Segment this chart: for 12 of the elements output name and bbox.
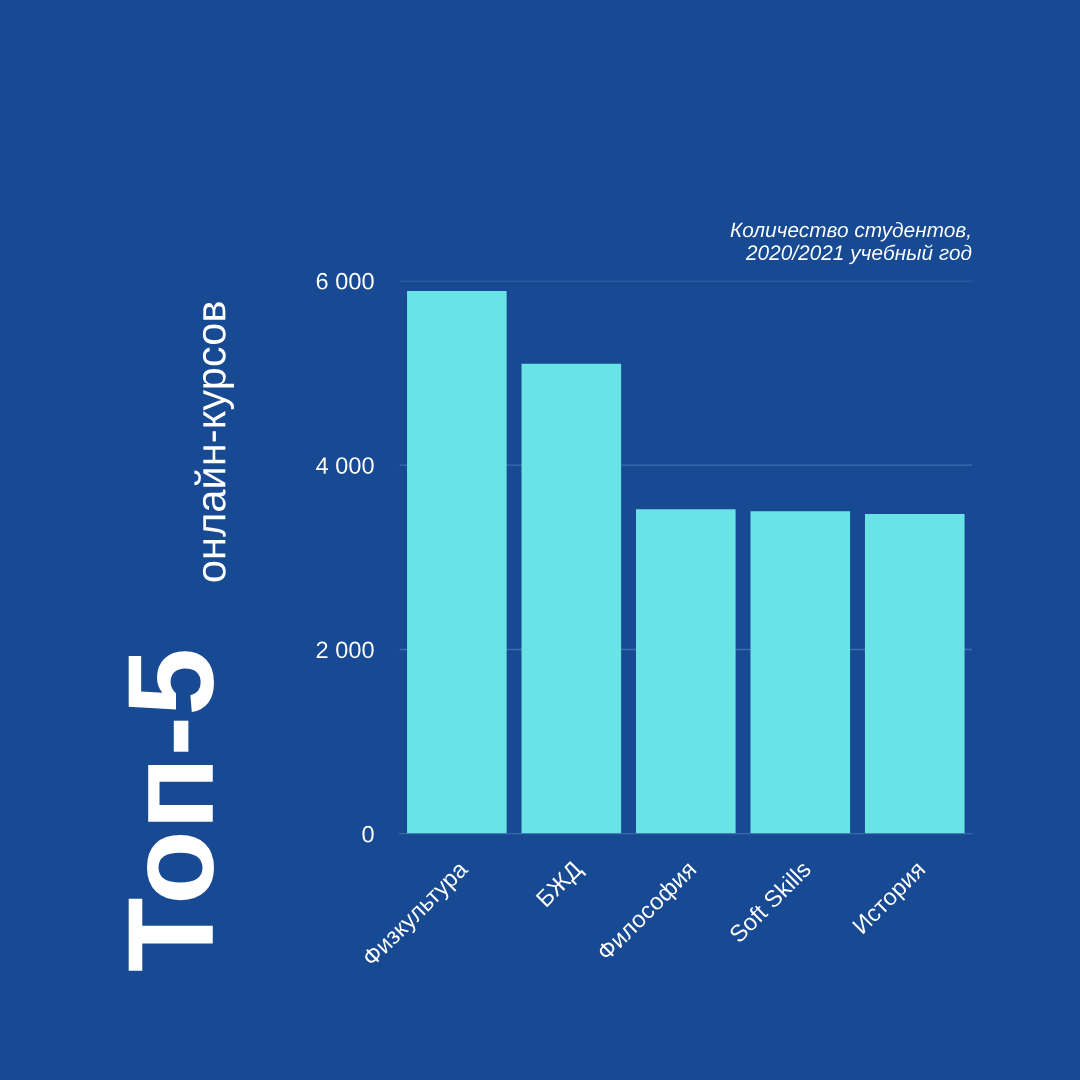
y-tick-label: 6 000 (316, 272, 374, 290)
bar (864, 513, 965, 834)
y-tick-label: 4 000 (316, 457, 374, 474)
text: Топ-5 (128, 651, 214, 971)
y-axis-title: Количество студентов, 2020/2021 учебный год (730, 221, 972, 265)
bar (407, 290, 507, 834)
bar (750, 511, 851, 834)
y-tick-label: 2 000 (316, 641, 374, 659)
bar (636, 509, 736, 834)
text: онлайн-курсов (194, 302, 234, 582)
bar (521, 363, 622, 834)
y-tick-label: 0 (362, 825, 374, 843)
